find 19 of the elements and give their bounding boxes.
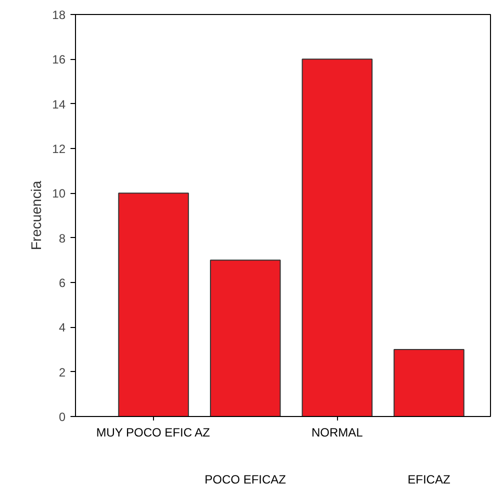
bar	[210, 260, 281, 416]
y-tick-label: 16	[52, 52, 66, 67]
bar	[118, 192, 189, 416]
bar	[394, 349, 464, 416]
x-tick-label: NORMAL	[312, 426, 364, 440]
x-tick-label: MUY POCO EFIC AZ	[96, 426, 210, 440]
x-tick-label: EFICAZ	[408, 472, 450, 486]
bar	[302, 58, 373, 416]
y-tick-label: 18	[52, 8, 66, 22]
y-axis-title: Frecuencia	[28, 180, 44, 250]
y-tick-label: 8	[58, 231, 66, 246]
y-tick-label: 10	[52, 186, 66, 201]
y-tick-label: 4	[58, 320, 66, 335]
y-tick-label: 0	[58, 410, 66, 424]
y-tick-label: 2	[58, 365, 66, 380]
y-tick-label: 6	[58, 276, 66, 290]
x-tick-label: POCO EFICAZ	[204, 472, 286, 486]
y-tick-label: 14	[52, 97, 66, 112]
y-tick-label: 12	[52, 142, 66, 156]
